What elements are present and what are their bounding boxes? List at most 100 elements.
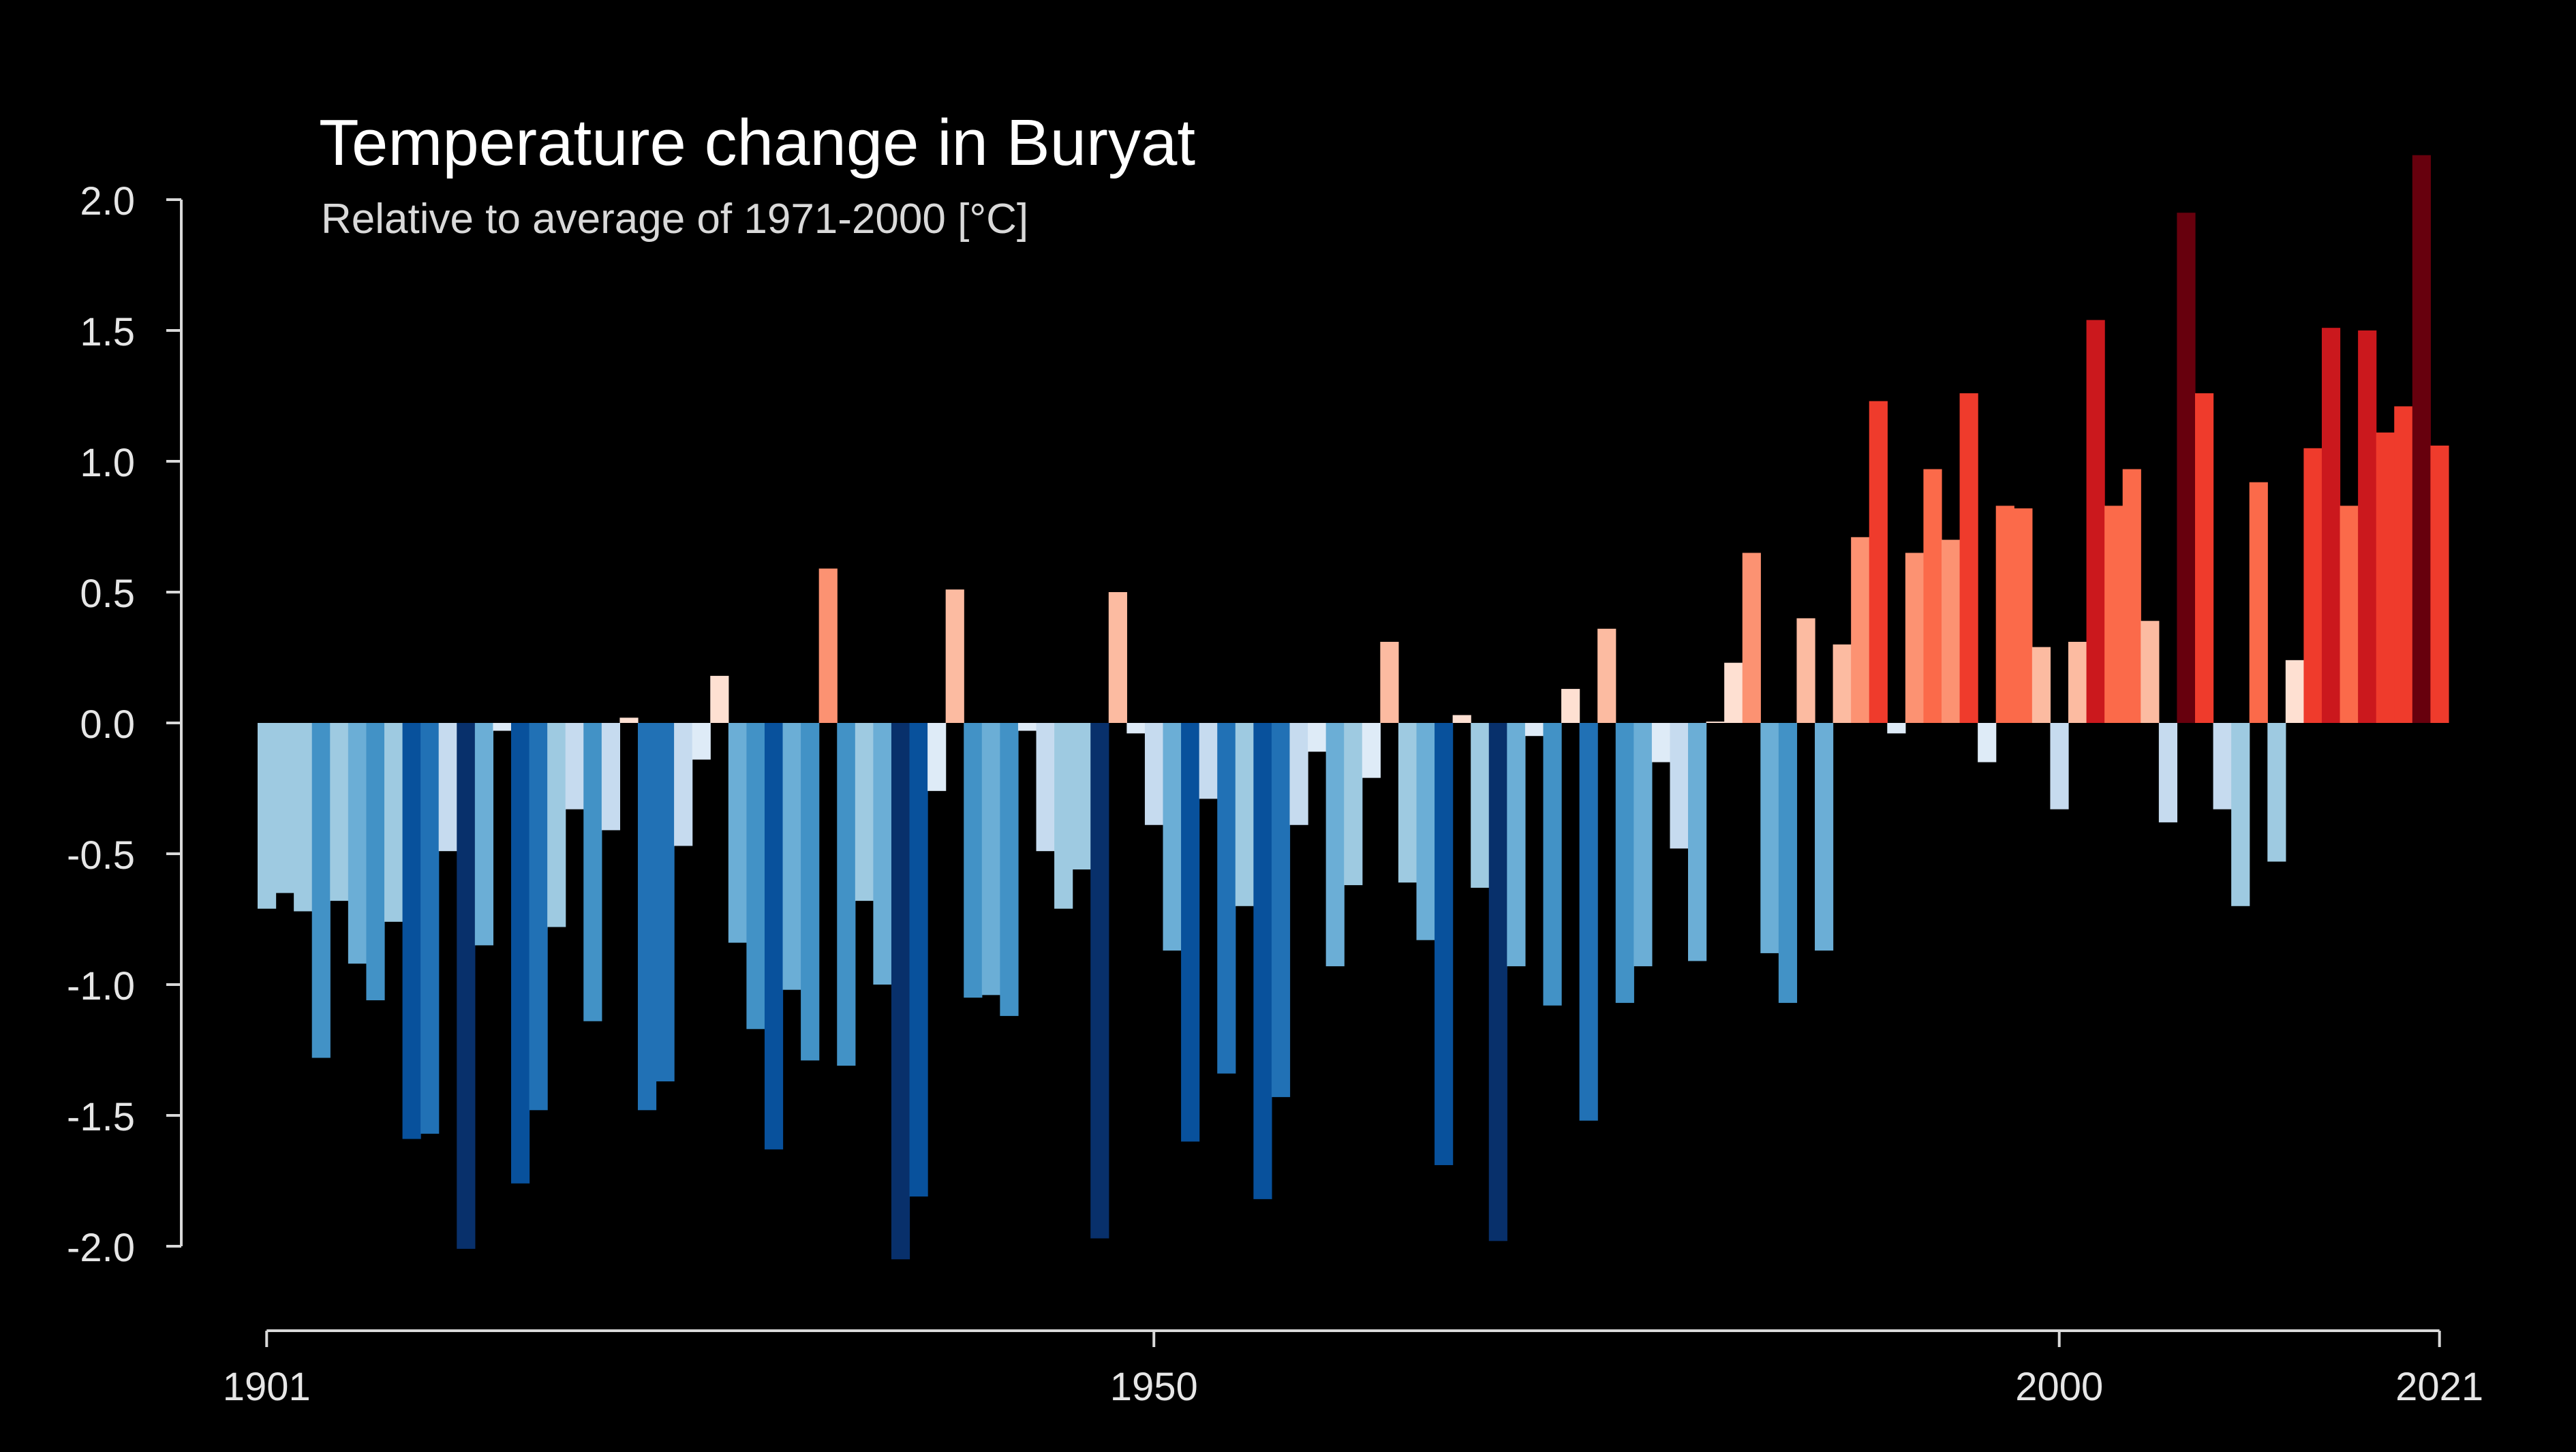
x-tick-label: 1901 xyxy=(223,1365,311,1409)
bar-1922 xyxy=(637,723,657,1111)
bar-2004 xyxy=(2122,469,2141,723)
bar-1908 xyxy=(384,723,403,922)
bar-2017 xyxy=(2358,330,2377,723)
bar-1911 xyxy=(438,723,457,852)
bar-1915 xyxy=(510,723,530,1184)
bars xyxy=(258,155,2449,1260)
bar-1988 xyxy=(1833,644,1852,723)
bar-1990 xyxy=(1869,401,1888,723)
bar-1953 xyxy=(1199,723,1218,799)
bar-1913 xyxy=(474,723,494,946)
bar-1935 xyxy=(873,723,892,985)
x-tick-label: 1950 xyxy=(1110,1365,1198,1409)
bar-1963 xyxy=(1380,641,1399,723)
bar-1996 xyxy=(1978,723,1997,762)
y-tick-label: -2.0 xyxy=(67,1226,135,1270)
bar-1942 xyxy=(1000,723,1019,1017)
bar-1937 xyxy=(909,723,928,1197)
bar-2000 xyxy=(2050,723,2069,809)
y-tick-label: 0.5 xyxy=(80,572,135,616)
bar-1917 xyxy=(547,723,566,927)
bar-2007 xyxy=(2177,213,2196,723)
bar-1962 xyxy=(1362,723,1381,778)
bar-1977 xyxy=(1634,723,1653,967)
bar-1925 xyxy=(692,723,711,760)
bar-1920 xyxy=(601,723,620,831)
bar-2019 xyxy=(2394,406,2413,723)
bar-1930 xyxy=(782,723,801,990)
bar-1969 xyxy=(1488,723,1507,1241)
bar-1971 xyxy=(1524,723,1544,737)
y-tick-label: 1.0 xyxy=(80,441,135,485)
bar-1983 xyxy=(1742,553,1761,723)
bar-1907 xyxy=(366,723,385,1001)
x-axis: 1901 1950 2000 2021 xyxy=(223,1329,2483,1409)
bar-1954 xyxy=(1217,723,1236,1074)
bar-2010 xyxy=(2231,723,2250,906)
bar-1995 xyxy=(1959,393,1978,723)
bar-1943 xyxy=(1017,723,1037,731)
bar-1944 xyxy=(1036,723,1055,852)
bar-1981 xyxy=(1706,722,1725,723)
bar-1947 xyxy=(1090,723,1109,1239)
bar-1938 xyxy=(927,723,947,791)
bar-2006 xyxy=(2158,723,2178,822)
bar-1959 xyxy=(1308,723,1327,752)
y-tick-label: 1.5 xyxy=(80,310,135,354)
bar-1997 xyxy=(1995,506,2014,723)
bar-1970 xyxy=(1507,723,1526,967)
bar-1933 xyxy=(837,723,856,1066)
bar-1992 xyxy=(1905,553,1925,723)
bar-1952 xyxy=(1181,723,1200,1142)
bar-1978 xyxy=(1651,723,1671,762)
bar-2008 xyxy=(2194,393,2214,723)
bar-1939 xyxy=(945,589,964,723)
bar-1960 xyxy=(1325,723,1345,967)
bar-1961 xyxy=(1344,723,1363,886)
bar-1951 xyxy=(1163,723,1182,951)
bar-1972 xyxy=(1543,723,1562,1006)
y-tick-label: -0.5 xyxy=(67,833,135,878)
bar-1973 xyxy=(1561,689,1580,723)
bar-2021 xyxy=(2430,445,2449,723)
y-axis: 2.0 1.5 1.0 0.5 0.0 -0.5 -1.0 -1.5 -2.0 xyxy=(67,179,183,1270)
bar-1928 xyxy=(746,723,765,1030)
bar-2005 xyxy=(2141,621,2160,723)
bar-1931 xyxy=(801,723,820,1061)
bar-1921 xyxy=(619,717,639,723)
bar-1950 xyxy=(1144,723,1164,825)
bar-1903 xyxy=(294,723,313,912)
bar-2014 xyxy=(2303,448,2322,723)
bar-1906 xyxy=(348,723,367,964)
x-tick-label: 2021 xyxy=(2395,1365,2483,1409)
bar-1982 xyxy=(1724,662,1743,723)
bar-1966 xyxy=(1435,723,1454,1165)
bar-1955 xyxy=(1235,723,1254,906)
y-tick-label: 0.0 xyxy=(80,702,135,747)
bar-1994 xyxy=(1942,540,1961,723)
bar-1945 xyxy=(1054,723,1073,909)
bar-1941 xyxy=(981,723,1000,995)
y-tick-label: -1.5 xyxy=(67,1095,135,1139)
bar-1902 xyxy=(275,723,294,893)
x-tick-label: 2000 xyxy=(2015,1365,2103,1409)
chart-subtitle: Relative to average of 1971-2000 [°C] xyxy=(321,196,1028,243)
bar-1956 xyxy=(1253,723,1272,1199)
bar-1940 xyxy=(964,723,983,998)
bar-1914 xyxy=(493,723,512,731)
bar-1985 xyxy=(1778,723,1798,1003)
bar-1991 xyxy=(1887,723,1906,734)
y-tick-label: 2.0 xyxy=(80,179,135,223)
bar-1910 xyxy=(420,723,440,1134)
bar-1964 xyxy=(1398,723,1417,883)
bar-1936 xyxy=(891,723,910,1260)
bar-1998 xyxy=(2014,508,2033,723)
bar-1912 xyxy=(457,723,476,1249)
bar-1993 xyxy=(1923,469,1942,723)
bar-1979 xyxy=(1670,723,1689,849)
bar-2018 xyxy=(2376,432,2395,723)
bar-2002 xyxy=(2086,320,2105,723)
chart-title: Temperature change in Buryat xyxy=(319,106,1195,179)
bar-2015 xyxy=(2321,328,2341,723)
